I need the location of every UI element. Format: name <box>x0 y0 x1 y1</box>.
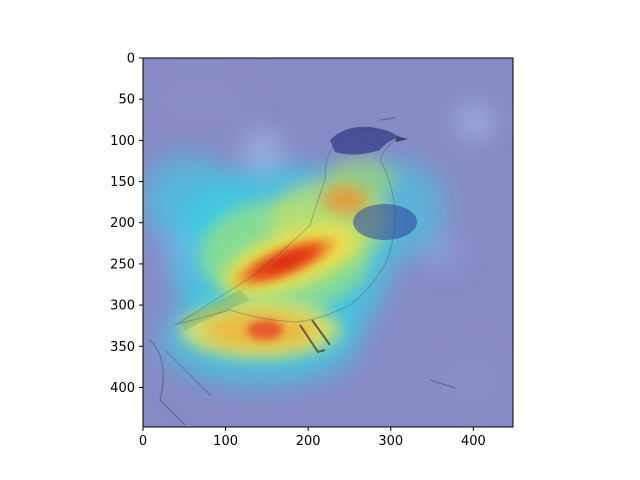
y-tick-label: 200 <box>110 216 135 231</box>
y-tick-label: 0 <box>127 52 135 67</box>
x-tick-label: 0 <box>139 434 147 449</box>
y-axis: 0 50 100 150 200 250 300 350 400 <box>110 52 143 396</box>
y-tick-label: 300 <box>110 299 135 314</box>
x-tick-label: 200 <box>296 434 321 449</box>
plot-frame <box>142 57 514 428</box>
y-tick-label: 100 <box>110 134 135 149</box>
y-tick-label: 350 <box>110 340 135 355</box>
y-tick-label: 150 <box>110 175 135 190</box>
x-tick-label: 400 <box>461 434 486 449</box>
x-tick-label: 300 <box>378 434 403 449</box>
x-tick-label: 100 <box>213 434 238 449</box>
y-tick-label: 50 <box>118 93 135 108</box>
y-tick-label: 400 <box>110 381 135 396</box>
heatmap-image <box>143 58 513 427</box>
x-axis: 0 100 200 300 400 <box>139 427 486 449</box>
y-tick-label: 250 <box>110 257 135 272</box>
